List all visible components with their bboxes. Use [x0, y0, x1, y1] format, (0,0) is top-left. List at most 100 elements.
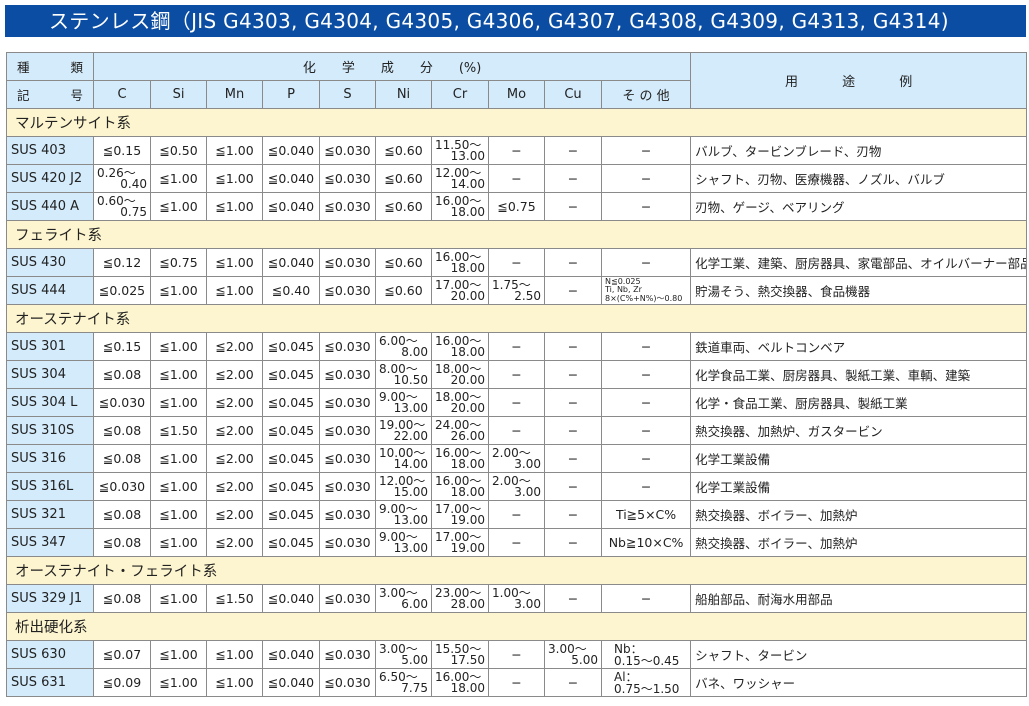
value-cell: ≦0.030 [319, 500, 376, 529]
range-to: 28.00 [450, 596, 485, 611]
value-cell: ≦2.00 [206, 416, 263, 445]
value-cell: ≦1.00 [150, 332, 207, 361]
kind-label-2: 類 [70, 60, 83, 75]
range-to: 5.00 [571, 652, 598, 667]
range-to: 5.00 [401, 652, 428, 667]
value-cell: − [544, 472, 602, 501]
value-cell: ≦1.00 [206, 668, 263, 697]
column-header-6: Cr [431, 80, 489, 109]
value-cell: ≦1.50 [206, 584, 263, 613]
range-cell: 23.00〜 28.00 [431, 584, 489, 613]
range-from: 24.00〜 [435, 417, 482, 432]
uses-cell: 鉄道車両、ベルトコンベア [690, 332, 1028, 361]
column-header-8: Cu [544, 80, 602, 109]
value-cell: ≦0.60 [375, 248, 432, 277]
value-cell: ≦0.40 [262, 276, 320, 305]
value-cell: − [544, 332, 602, 361]
table-row: SUS 321 ≦0.08 ≦1.00 ≦2.00 ≦0.045 ≦0.030 9.00〜 1… [6, 500, 1028, 529]
uses-cell: 化学・食品工業、厨房器具、製紙工業 [690, 388, 1028, 417]
other-note-cell: N≦0.025 Ti, Nb, Zr 8×(C%+N%)〜0.80 [600, 276, 692, 305]
value-cell: − [600, 416, 692, 445]
range-cell: 17.00〜 20.00 [431, 276, 489, 305]
range-from: 18.00〜 [435, 361, 482, 376]
section-row: 析出硬化系 [5, 612, 1028, 641]
grade-name: SUS 444 [6, 276, 94, 305]
grade-name: SUS 420 J2 [6, 164, 94, 193]
value-cell: ≦0.60 [375, 164, 432, 193]
value-cell: − [488, 248, 545, 277]
grade-name: SUS 321 [6, 500, 94, 529]
range-from: 17.00〜 [435, 529, 482, 544]
grade-name: SUS 440 A [6, 192, 94, 221]
symbol-label-1: 記 [17, 88, 30, 103]
table-row: SUS 430 ≦0.12 ≦0.75 ≦1.00 ≦0.040 ≦0.030 ≦0.60 1… [6, 248, 1028, 277]
value-cell: ≦1.00 [150, 584, 207, 613]
value-cell: − [544, 444, 602, 473]
value-cell: − [600, 164, 692, 193]
grade-name: SUS 403 [6, 136, 94, 165]
value-cell: ≦0.045 [262, 332, 320, 361]
range-from: 9.00〜 [379, 389, 418, 404]
value-cell: ≦0.09 [93, 668, 151, 697]
value-cell: ≦2.00 [206, 528, 263, 557]
section-row: オーステナイト系 [5, 304, 1028, 333]
value-cell: ≦1.00 [150, 192, 207, 221]
value-cell: ≦0.030 [319, 388, 376, 417]
value-cell: ≦2.00 [206, 388, 263, 417]
value-cell: ≦0.040 [262, 136, 320, 165]
value-cell: − [544, 192, 602, 221]
range-cell: 15.50〜 17.50 [431, 640, 489, 669]
value-cell: ≦0.040 [262, 584, 320, 613]
range-to: 7.75 [401, 680, 428, 695]
uses-cell: バネ、ワッシャー [690, 668, 1028, 697]
range-cell: 3.00〜 5.00 [544, 640, 602, 669]
value-cell: ≦0.15 [93, 332, 151, 361]
range-to: 15.00 [393, 484, 428, 499]
grade-name: SUS 316L [6, 472, 94, 501]
uses-cell: 熱交換器、加熱炉、ガスタービン [690, 416, 1028, 445]
range-to: 18.00 [450, 484, 485, 499]
value-cell: ≦1.00 [150, 472, 207, 501]
range-to: 3.00 [514, 596, 541, 611]
range-cell: 6.50〜 7.75 [375, 668, 432, 697]
table-row: SUS 316 ≦0.08 ≦1.00 ≦2.00 ≦0.045 ≦0.030 10.00〜… [6, 444, 1028, 473]
stainless-steel-table: 種 類 化 学 成 分 (%) 用 途 例 記 号 C Si Mn P S Ni Cr Mo C… [5, 52, 1028, 697]
value-cell: ≦1.00 [206, 192, 263, 221]
column-header-2: Mn [206, 80, 263, 109]
uses-header: 用 途 例 [690, 52, 1028, 109]
value-cell: ≦0.08 [93, 416, 151, 445]
value-cell: − [488, 528, 545, 557]
range-to: 13.00 [450, 148, 485, 163]
uses-cell: バルブ、タービンブレード、刃物 [690, 136, 1028, 165]
value-cell: ≦1.00 [150, 528, 207, 557]
value-cell: ≦2.00 [206, 472, 263, 501]
column-header-9: そ の 他 [600, 80, 692, 109]
range-cell: 16.00〜 18.00 [431, 248, 489, 277]
value-cell: ≦0.045 [262, 388, 320, 417]
range-from: 0.26〜 [97, 165, 136, 180]
value-cell: ≦0.040 [262, 668, 320, 697]
range-cell: 17.00〜 19.00 [431, 500, 489, 529]
range-from: 3.00〜 [548, 641, 587, 656]
range-to: 13.00 [393, 540, 428, 555]
range-cell: 16.00〜 18.00 [431, 192, 489, 221]
value-cell: ≦2.00 [206, 360, 263, 389]
uses-cell: 貯湯そう、熱交換器、食品機器 [690, 276, 1028, 305]
value-cell: − [488, 360, 545, 389]
range-to: 18.00 [450, 456, 485, 471]
range-to: 22.00 [393, 428, 428, 443]
range-from: 8.00〜 [379, 361, 418, 376]
value-cell: ≦0.030 [319, 668, 376, 697]
table-row: SUS 631 ≦0.09 ≦1.00 ≦1.00 ≦0.040 ≦0.030 6.50〜 7… [6, 668, 1028, 697]
value-cell: ≦1.00 [150, 444, 207, 473]
value-cell: ≦0.045 [262, 472, 320, 501]
value-cell: − [600, 388, 692, 417]
grade-name: SUS 347 [6, 528, 94, 557]
value-cell: ≦0.60 [375, 136, 432, 165]
value-cell: ≦0.045 [262, 360, 320, 389]
range-cell: 11.50〜 13.00 [431, 136, 489, 165]
range-cell: 6.00〜 8.00 [375, 332, 432, 361]
range-from: 18.00〜 [435, 389, 482, 404]
value-cell: − [544, 668, 602, 697]
value-cell: ≦0.15 [93, 136, 151, 165]
